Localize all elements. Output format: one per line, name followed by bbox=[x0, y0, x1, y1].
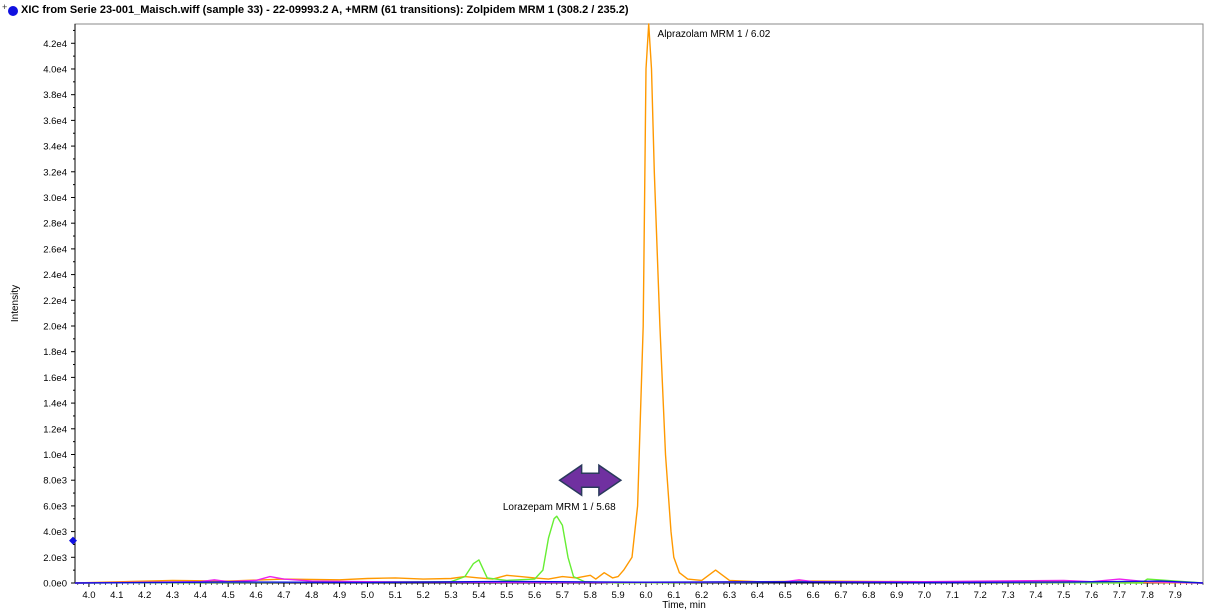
x-tick-label: 5.7 bbox=[556, 590, 569, 601]
x-tick-label: 5.1 bbox=[389, 590, 402, 601]
x-tick-label: 4.1 bbox=[110, 590, 123, 601]
x-tick-label: 5.6 bbox=[528, 590, 541, 601]
x-tick-label: 4.2 bbox=[138, 590, 151, 601]
x-tick-label: 4.4 bbox=[194, 590, 207, 601]
peak-label: Lorazepam MRM 1 / 5.68 bbox=[503, 502, 616, 513]
y-tick-label: 1.6e4 bbox=[43, 373, 67, 384]
x-tick-label: 7.7 bbox=[1113, 590, 1126, 601]
x-tick-label: 6.0 bbox=[639, 590, 652, 601]
y-tick-label: 3.6e4 bbox=[43, 116, 67, 127]
y-tick-label: 2.0e3 bbox=[43, 553, 67, 564]
y-tick-label: 1.8e4 bbox=[43, 347, 67, 358]
y-tick-label: 1.2e4 bbox=[43, 424, 67, 435]
x-tick-label: 6.3 bbox=[723, 590, 736, 601]
y-tick-label: 3.4e4 bbox=[43, 142, 67, 153]
x-tick-label: 6.5 bbox=[779, 590, 792, 601]
x-tick-label: 5.8 bbox=[584, 590, 597, 601]
x-tick-label: 5.2 bbox=[417, 590, 430, 601]
y-tick-label: 2.4e4 bbox=[43, 270, 67, 281]
y-tick-label: 2.0e4 bbox=[43, 321, 67, 332]
x-tick-label: 6.7 bbox=[834, 590, 847, 601]
x-tick-label: 4.8 bbox=[305, 590, 318, 601]
x-tick-label: 4.5 bbox=[222, 590, 235, 601]
plot-frame bbox=[74, 23, 1204, 584]
x-tick-label: 5.3 bbox=[444, 590, 457, 601]
series-line-3 bbox=[74, 580, 1204, 584]
x-tick-label: 6.1 bbox=[667, 590, 680, 601]
x-tick-label: 6.4 bbox=[751, 590, 764, 601]
x-tick-label: 5.4 bbox=[472, 590, 485, 601]
x-tick-label: 7.3 bbox=[1001, 590, 1014, 601]
y-axis-marker-icon bbox=[69, 536, 77, 545]
x-tick-label: 7.2 bbox=[974, 590, 987, 601]
x-tick-label: 4.3 bbox=[166, 590, 179, 601]
series-line-1 bbox=[74, 515, 1204, 584]
x-tick-label: 7.9 bbox=[1169, 590, 1182, 601]
y-tick-label: 3.0e4 bbox=[43, 193, 67, 204]
chart-header: + XIC from Serie 23-001_Maisch.wiff (sam… bbox=[0, 0, 1213, 20]
x-tick-label: 7.6 bbox=[1085, 590, 1098, 601]
x-tick-label: 5.0 bbox=[361, 590, 374, 601]
x-tick-label: 7.0 bbox=[918, 590, 931, 601]
x-tick-label: 5.9 bbox=[612, 590, 625, 601]
peak-label: Alprazolam MRM 1 / 6.02 bbox=[658, 29, 771, 40]
x-tick-label: 7.1 bbox=[946, 590, 959, 601]
x-tick-label: 6.8 bbox=[862, 590, 875, 601]
y-tick-label: 3.8e4 bbox=[43, 90, 67, 101]
y-tick-label: 3.2e4 bbox=[43, 167, 67, 178]
x-tick-label: 6.2 bbox=[695, 590, 708, 601]
series-marker-icon bbox=[8, 6, 18, 16]
y-tick-label: 1.4e4 bbox=[43, 399, 67, 410]
x-tick-label: 7.8 bbox=[1141, 590, 1154, 601]
x-tick-label: 6.9 bbox=[890, 590, 903, 601]
y-tick-label: 8.0e3 bbox=[43, 476, 67, 487]
series-line-0 bbox=[74, 23, 1204, 584]
x-tick-label: 4.6 bbox=[249, 590, 262, 601]
y-tick-label: 4.0e4 bbox=[43, 64, 67, 75]
y-tick-label: 2.6e4 bbox=[43, 244, 67, 255]
x-tick-label: 5.5 bbox=[500, 590, 513, 601]
x-tick-label: 7.5 bbox=[1057, 590, 1070, 601]
x-tick-label: 6.6 bbox=[806, 590, 819, 601]
x-tick-label: 4.9 bbox=[333, 590, 346, 601]
x-tick-label: 4.0 bbox=[82, 590, 95, 601]
expand-icon[interactable]: + bbox=[2, 2, 8, 12]
y-axis-title: Intensity bbox=[10, 285, 21, 322]
y-tick-label: 1.0e4 bbox=[43, 450, 67, 461]
y-tick-label: 2.2e4 bbox=[43, 296, 67, 307]
double-arrow-icon bbox=[558, 463, 623, 497]
chart-title: XIC from Serie 23-001_Maisch.wiff (sampl… bbox=[21, 4, 629, 16]
y-tick-label: 4.0e3 bbox=[43, 527, 67, 538]
y-tick-label: 2.8e4 bbox=[43, 219, 67, 230]
y-tick-label: 6.0e3 bbox=[43, 501, 67, 512]
y-tick-label: 0.0e0 bbox=[43, 579, 67, 590]
x-tick-label: 7.4 bbox=[1029, 590, 1042, 601]
x-axis-title: Time, min bbox=[662, 600, 706, 611]
x-tick-label: 4.7 bbox=[277, 590, 290, 601]
y-tick-label: 4.2e4 bbox=[43, 39, 67, 50]
